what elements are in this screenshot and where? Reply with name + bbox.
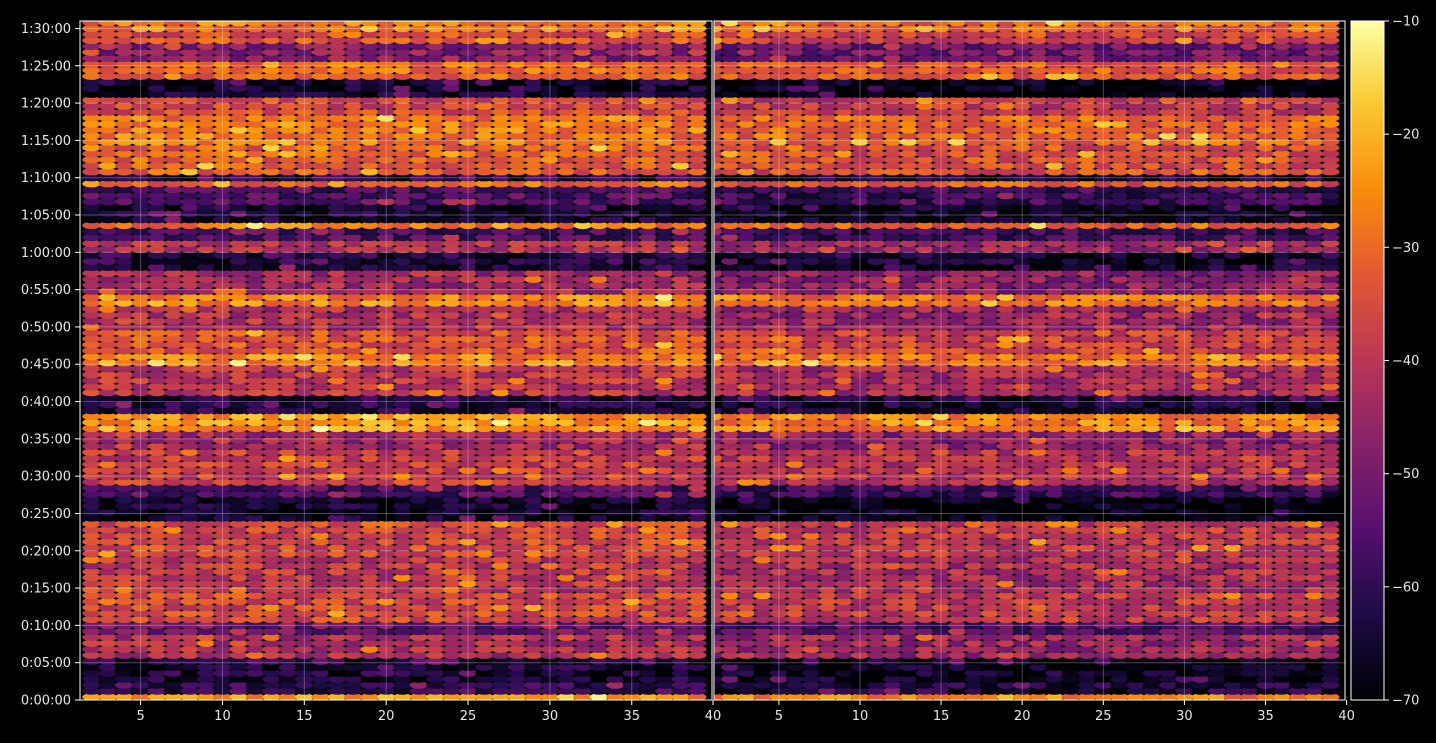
heatmap-cell (312, 19, 330, 26)
heatmap-cell (246, 19, 264, 26)
heatmap-cell (410, 19, 428, 26)
heatmap-cell (197, 19, 215, 26)
heatmap-cell (328, 19, 346, 26)
heatmap-cell (361, 19, 379, 26)
heatmap-cell (524, 19, 542, 26)
heatmap-cell (164, 19, 182, 26)
heatmap-cell (590, 19, 608, 26)
heatmap-cell (115, 19, 133, 26)
heatmap-cell (688, 19, 706, 26)
heatmap-panel-1 (80, 19, 712, 701)
heatmap-cell (606, 19, 624, 26)
heatmap-cell (148, 19, 166, 26)
heatmap-cell (672, 19, 690, 26)
heatmap-panel-2 (705, 19, 1347, 701)
heatmap-cell (443, 19, 461, 26)
panels-layer (80, 19, 1347, 701)
heatmap-cell (344, 19, 362, 26)
heatmap-cell (639, 19, 657, 26)
heatmap-cell (393, 19, 411, 26)
heatmap-cell (181, 19, 199, 26)
heatmap-cell (574, 19, 592, 26)
heatmap-cell (82, 19, 100, 26)
heatmap-cell (262, 19, 280, 26)
heatmap-cell (230, 19, 248, 26)
heatmap-cell (99, 19, 117, 26)
heatmap-cell (475, 19, 493, 26)
heatmap-cell (655, 19, 673, 26)
heatmap-cell (492, 19, 510, 26)
heatmap-cell (508, 19, 526, 26)
heatmap-cell (426, 19, 444, 26)
heatmap-cell (279, 19, 297, 26)
heatmap-cell (557, 19, 575, 26)
